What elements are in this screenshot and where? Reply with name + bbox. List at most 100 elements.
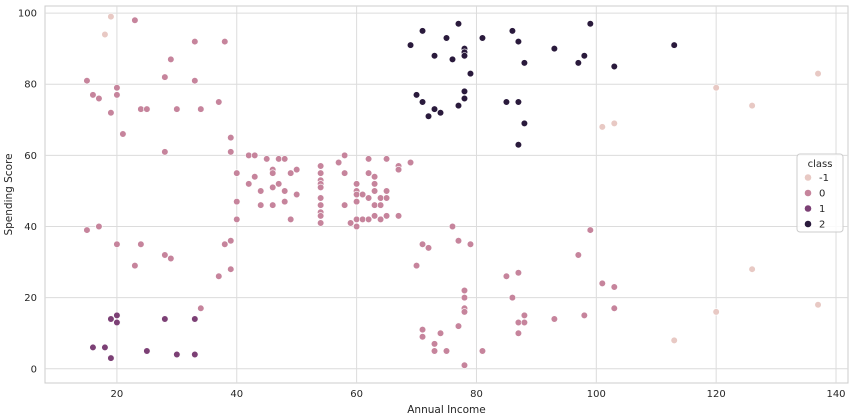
- data-point-class-0: [251, 173, 259, 181]
- data-point-class-0: [317, 201, 325, 209]
- data-point-class-0: [227, 148, 235, 156]
- data-point-class-2: [460, 52, 469, 60]
- data-point-class-0: [317, 219, 325, 227]
- legend-marker--1: [804, 173, 812, 182]
- data-point-class-0: [317, 212, 325, 220]
- data-point-class-2: [418, 98, 427, 106]
- data-point-class-0: [317, 162, 325, 170]
- data-point-class-0: [233, 198, 241, 206]
- data-point-class-0: [353, 190, 361, 199]
- data-point-class-2: [586, 20, 594, 28]
- data-point-class-0: [173, 105, 181, 113]
- data-point-class-2: [514, 141, 523, 149]
- data-point-class-1: [191, 350, 199, 359]
- data-point-class-0: [227, 133, 235, 142]
- data-point-class-0: [550, 315, 558, 323]
- data-point-class-2: [430, 52, 439, 60]
- data-point-class-0: [281, 155, 289, 163]
- data-point-class-0: [113, 84, 121, 92]
- legend-label-1: 1: [819, 204, 825, 215]
- data-point-class-2: [466, 69, 475, 78]
- data-point-class-0: [412, 262, 421, 270]
- data-point-class--1: [107, 13, 115, 21]
- data-point-class-0: [293, 166, 301, 174]
- legend-marker-1: [804, 204, 812, 213]
- data-point-class-0: [269, 201, 277, 209]
- x-tick-label: 60: [350, 389, 363, 400]
- data-point-class-0: [287, 215, 295, 223]
- legend-box: [796, 153, 844, 233]
- data-point-class-2: [442, 34, 451, 42]
- data-point-class-0: [406, 158, 415, 167]
- data-point-class-0: [95, 222, 103, 231]
- data-point-class-0: [215, 272, 223, 280]
- data-point-class-0: [574, 251, 582, 259]
- data-point-class--1: [814, 301, 822, 309]
- data-point-class-0: [382, 155, 391, 163]
- data-point-class-0: [430, 340, 439, 348]
- data-point-class-0: [257, 201, 265, 209]
- data-point-class-1: [113, 318, 121, 327]
- data-point-class-0: [197, 304, 205, 312]
- data-point-class-0: [430, 347, 439, 355]
- data-point-class-0: [478, 347, 487, 355]
- data-point-class-0: [221, 240, 229, 248]
- data-point-class-2: [412, 91, 421, 99]
- data-point-class-0: [448, 222, 457, 231]
- data-point-class-0: [359, 190, 367, 199]
- data-point-class-2: [436, 109, 445, 117]
- data-point-class-0: [167, 55, 175, 63]
- data-point-class-0: [287, 169, 295, 177]
- data-point-class-0: [293, 190, 301, 199]
- data-point-class-0: [221, 37, 229, 46]
- data-point-class-2: [520, 119, 529, 127]
- data-point-class-2: [454, 20, 463, 28]
- data-point-class-0: [161, 73, 169, 81]
- data-point-class-0: [335, 158, 343, 167]
- data-point-class-0: [514, 269, 523, 277]
- data-point-class-1: [143, 347, 151, 355]
- data-point-class--1: [610, 119, 618, 127]
- data-point-class-0: [317, 169, 325, 177]
- data-point-class-0: [376, 201, 385, 209]
- data-point-class-0: [89, 91, 97, 99]
- data-point-class-0: [341, 151, 349, 159]
- data-point-class-1: [107, 354, 115, 362]
- data-point-class-0: [83, 77, 91, 85]
- data-point-class-0: [227, 265, 235, 273]
- data-point-class-0: [317, 183, 325, 191]
- data-point-class--1: [712, 308, 720, 316]
- data-point-class-0: [353, 180, 361, 188]
- x-tick-label: 40: [230, 389, 243, 400]
- data-point-class-0: [275, 180, 283, 188]
- data-point-class-2: [574, 59, 582, 67]
- data-point-class-0: [580, 311, 588, 320]
- data-point-class-0: [281, 198, 289, 206]
- data-point-class-0: [466, 240, 475, 248]
- data-point-class-0: [460, 361, 469, 369]
- data-point-class--1: [814, 69, 822, 78]
- data-point-class-0: [107, 109, 115, 117]
- data-point-class-0: [436, 329, 445, 337]
- data-point-class-0: [161, 148, 169, 156]
- y-tick-label: 60: [24, 151, 37, 162]
- data-point-class-0: [191, 77, 199, 85]
- data-point-class-0: [370, 173, 379, 181]
- data-point-class-2: [514, 37, 523, 46]
- data-point-class-0: [382, 212, 391, 220]
- data-point-class-0: [418, 240, 427, 248]
- y-tick-label: 40: [24, 222, 37, 233]
- data-point-class-1: [173, 350, 181, 359]
- data-point-class-0: [137, 240, 145, 248]
- data-point-class--1: [598, 123, 606, 131]
- x-tick-label: 140: [826, 389, 845, 400]
- data-point-class-0: [191, 37, 199, 46]
- data-point-class-0: [376, 194, 385, 202]
- data-point-class-0: [353, 198, 361, 206]
- y-tick-label: 20: [24, 293, 37, 304]
- data-point-class-0: [215, 98, 223, 106]
- grid-lines: [45, 6, 848, 383]
- data-point-class-0: [418, 326, 427, 334]
- data-point-class-0: [424, 244, 433, 252]
- data-point-class-2: [406, 41, 415, 49]
